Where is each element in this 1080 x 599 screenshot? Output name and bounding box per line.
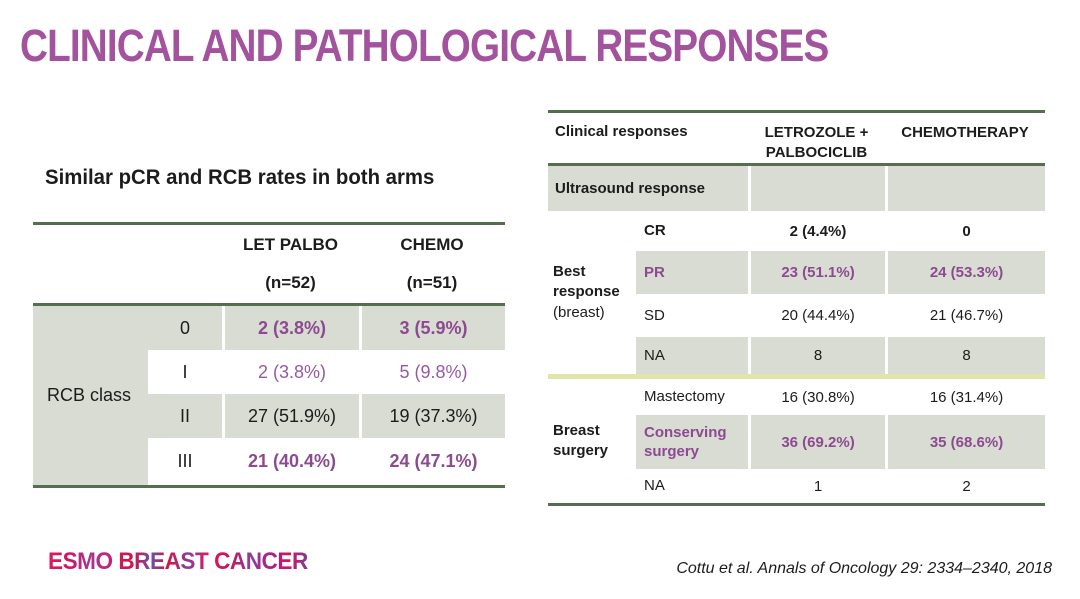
table-cell: 19 (37.3%) — [359, 394, 505, 438]
col-header-label: LET PALBO — [242, 235, 339, 254]
col-header-let-palbo: LET PALBO (n=52) — [222, 225, 359, 303]
empty-cell — [885, 166, 1045, 211]
header-line: CHEMOTHERAPY — [901, 124, 1029, 141]
group-label-text: Best response — [553, 263, 620, 301]
table-cell: 2 (3.8%) — [222, 306, 359, 350]
clinical-table-header: Clinical responses LETROZOLE + PALBOCICL… — [548, 113, 1045, 166]
row-label: Mastectomy — [636, 379, 748, 415]
table-cell: 20 (44.4%) — [748, 294, 885, 337]
row-label: NA — [636, 337, 748, 374]
row-label: Conserving surgery — [636, 415, 748, 469]
group-label-breast-surgery: Breast surgery — [548, 379, 636, 503]
rcb-table-header: LET PALBO (n=52) CHEMO (n=51) — [33, 225, 505, 306]
ultrasound-response-row: Ultrasound response — [548, 166, 1045, 211]
header-spacer — [33, 225, 148, 303]
left-table-subtitle: Similar pCR and RCB rates in both arms — [45, 166, 435, 189]
clinical-responses-table: Clinical responses LETROZOLE + PALBOCICL… — [548, 110, 1045, 506]
row-label: CR — [636, 211, 748, 251]
table-cell: 3 (5.9%) — [359, 306, 505, 350]
yellow-divider — [548, 374, 1045, 379]
table-cell: 24 (53.3%) — [885, 251, 1045, 294]
row-label: 0 — [148, 306, 222, 350]
rcb-table: LET PALBO (n=52) CHEMO (n=51) RCB class … — [33, 222, 505, 488]
table-cell: 23 (51.1%) — [748, 251, 885, 294]
page-title: CLINICAL AND PATHOLOGICAL RESPONSES — [20, 20, 829, 71]
rcb-table-body: RCB class 0 2 (3.8%) 3 (5.9%) I 2 (3.8%)… — [33, 306, 505, 485]
group-label-best-response: Best response (breast) — [548, 211, 636, 374]
section-label: Ultrasound response — [548, 166, 748, 211]
table-cell: 2 (4.4%) — [748, 211, 885, 251]
table-cell: 2 — [885, 469, 1045, 503]
col-header-n: (n=51) — [406, 273, 458, 292]
empty-cell — [748, 166, 885, 211]
citation: Cottu et al. Annals of Oncology 29: 2334… — [676, 560, 1052, 577]
col-header-chemo: CHEMO (n=51) — [359, 225, 505, 303]
row-label: II — [148, 394, 222, 438]
row-label: I — [148, 350, 222, 394]
header-line: PALBOCICLIB — [765, 144, 868, 162]
esmo-breast-cancer-logo: ESMO BREAST CANCER — [48, 548, 308, 575]
row-label: NA — [636, 469, 748, 503]
table-cell: 16 (30.8%) — [748, 379, 885, 415]
row-label: PR — [636, 251, 748, 294]
group-label-text: Breast surgery — [553, 421, 609, 459]
row-label: SD — [636, 294, 748, 337]
table-cell: 24 (47.1%) — [359, 438, 505, 485]
header-clinical-responses: Clinical responses — [555, 123, 688, 140]
table-cell: 2 (3.8%) — [222, 350, 359, 394]
table-cell: 36 (69.2%) — [748, 415, 885, 469]
table-cell: 21 (40.4%) — [222, 438, 359, 485]
table-cell: 27 (51.9%) — [222, 394, 359, 438]
table-cell: 8 — [885, 337, 1045, 374]
table-cell: 35 (68.6%) — [885, 415, 1045, 469]
header-chemotherapy: CHEMOTHERAPY — [885, 113, 1045, 164]
table-cell: 16 (31.4%) — [885, 379, 1045, 415]
table-cell: 0 — [885, 211, 1045, 251]
table-cell: 1 — [748, 469, 885, 503]
header-letrozole-palbociclib: LETROZOLE + PALBOCICLIB — [748, 113, 885, 164]
group-label-note: (breast) — [553, 303, 605, 321]
col-header-n: (n=52) — [265, 273, 316, 292]
row-label: III — [148, 438, 222, 485]
table-cell: 21 (46.7%) — [885, 294, 1045, 337]
header-line: LETROZOLE + — [764, 124, 869, 141]
col-header-label: CHEMO — [400, 235, 464, 254]
row-group-label: RCB class — [33, 306, 148, 485]
table-cell: 5 (9.8%) — [359, 350, 505, 394]
clinical-table-body: Best response (breast) CR 2 (4.4%) 0 PR … — [548, 211, 1045, 503]
header-spacer — [148, 225, 222, 303]
table-cell: 8 — [748, 337, 885, 374]
